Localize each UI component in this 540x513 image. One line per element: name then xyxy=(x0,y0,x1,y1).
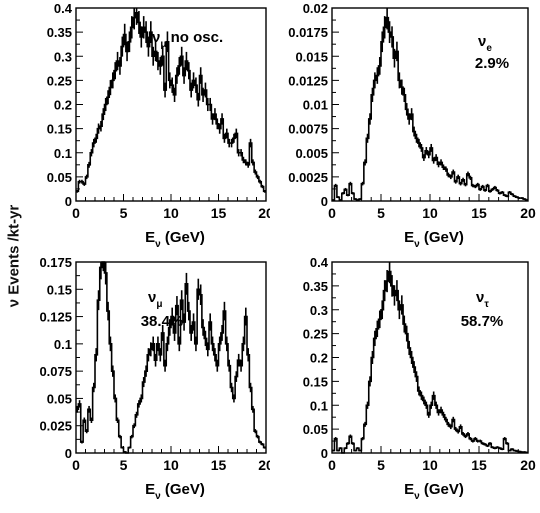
y-tick-label: 0.3 xyxy=(310,303,328,318)
flavor-symbol: ν xyxy=(476,289,484,306)
y-tick-label: 0.0125 xyxy=(288,73,328,88)
y-tick-label: 0.175 xyxy=(39,256,72,270)
histogram-panel-3: 0 5 10 15 20 0 0.025 0.05 0.075 0.1 0.125 0.15 0.175… xyxy=(39,256,270,502)
y-tick-label: 0.1 xyxy=(54,337,72,352)
y-tick-label: 0.05 xyxy=(303,422,328,437)
flavor-label: νμ xyxy=(148,289,162,310)
x-label-e: E xyxy=(404,481,414,498)
x-tick-label: 5 xyxy=(377,457,385,473)
y-tick-label: 0.1 xyxy=(310,398,328,413)
flavor-symbol: ν xyxy=(148,289,156,306)
oscillation-percent: 58.7% xyxy=(461,313,504,330)
flavor-subscript: τ xyxy=(484,299,489,310)
y-tick-label: 0.05 xyxy=(47,170,72,185)
y-tick-label: 0.025 xyxy=(39,419,72,434)
y-tick-label: 0.3 xyxy=(54,49,72,64)
y-tick-label: 0.0025 xyxy=(288,170,328,185)
y-tick-label: 0 xyxy=(65,194,72,209)
flavor-subscript: μ xyxy=(156,299,162,310)
x-tick-label: 0 xyxy=(72,457,80,473)
histogram-line xyxy=(332,16,528,201)
x-label-sub: ν xyxy=(414,239,420,250)
flavor-symbol: ν xyxy=(152,29,160,46)
plot-frame xyxy=(331,7,529,202)
x-tick-label: 15 xyxy=(211,457,227,473)
y-tick-label: 0.075 xyxy=(39,364,72,379)
x-tick-label: 5 xyxy=(377,205,385,221)
y-tick-label: 0.1 xyxy=(54,146,72,161)
oscillation-percent: 38.4% xyxy=(141,313,184,330)
y-tick-label: 0.02 xyxy=(303,1,328,16)
x-label-sub: ν xyxy=(414,491,420,502)
y-tick-label: 0.0075 xyxy=(288,122,328,137)
flavor-symbol: ν xyxy=(478,33,486,50)
y-tick-label: 0.2 xyxy=(54,98,72,113)
y-tick-label: 0 xyxy=(65,446,72,461)
flavor-label: ντ xyxy=(476,289,489,310)
y-tick-label: 0.015 xyxy=(295,49,328,64)
x-tick-label: 15 xyxy=(211,205,227,221)
y-tick-label: 0.0175 xyxy=(288,25,328,40)
x-tick-label: 0 xyxy=(328,205,336,221)
plot-frame xyxy=(75,261,267,454)
histogram-panel-2: 0 5 10 15 20 0 0.0025 0.005 0.0075 0.01 0.0125 0.01… xyxy=(288,1,536,250)
x-tick-label: 10 xyxy=(422,457,438,473)
x-tick-label: 20 xyxy=(258,457,270,473)
y-tick-label: 0.125 xyxy=(39,310,72,325)
x-label-e: E xyxy=(404,229,414,246)
x-axis-label: Eν (GeV) xyxy=(145,481,205,502)
x-axis-label: Eν (GeV) xyxy=(404,481,464,502)
x-tick-label: 5 xyxy=(120,205,128,221)
x-tick-label: 20 xyxy=(520,457,536,473)
y-tick-label: 0.15 xyxy=(47,122,72,137)
x-tick-label: 5 xyxy=(120,457,128,473)
y-tick-label: 0.4 xyxy=(54,1,73,16)
flavor-subscript: μ xyxy=(160,39,166,50)
x-label-unit: (GeV) xyxy=(161,229,205,246)
x-label-e: E xyxy=(145,229,155,246)
oscillation-percent: 2.9% xyxy=(475,55,509,72)
histogram-panel-1: 0 5 10 15 20 0 0.05 0.1 0.15 0.2 0.25 0.3 0.35 0.4 νμ … xyxy=(47,1,270,250)
y-tick-label: 0.35 xyxy=(47,25,72,40)
x-tick-label: 0 xyxy=(328,457,336,473)
x-axis-label: Eν (GeV) xyxy=(404,229,464,250)
x-label-sub: ν xyxy=(155,491,161,502)
flavor-subscript: e xyxy=(486,43,492,54)
x-label-unit: (GeV) xyxy=(420,229,464,246)
y-tick-label: 0.25 xyxy=(47,73,72,88)
y-tick-label: 0.15 xyxy=(47,282,72,297)
x-label-unit: (GeV) xyxy=(161,481,205,498)
histogram-line xyxy=(76,261,266,454)
y-tick-label: 0.01 xyxy=(303,98,328,113)
x-label-e: E xyxy=(145,481,155,498)
x-tick-label: 15 xyxy=(471,205,487,221)
y-tick-label: 0.4 xyxy=(310,256,329,270)
histogram-line xyxy=(332,270,528,454)
x-tick-label: 10 xyxy=(422,205,438,221)
x-label-sub: ν xyxy=(155,239,161,250)
y-tick-label: 0.15 xyxy=(303,374,328,389)
x-tick-label: 20 xyxy=(520,205,536,221)
flavor-suffix: no osc. xyxy=(166,29,223,46)
x-tick-label: 10 xyxy=(163,457,179,473)
y-tick-label: 0.05 xyxy=(47,391,72,406)
y-tick-label: 0.005 xyxy=(295,146,328,161)
y-tick-label: 0 xyxy=(321,446,328,461)
x-axis-label: Eν (GeV) xyxy=(145,229,205,250)
x-tick-label: 10 xyxy=(163,205,179,221)
histogram-panel-4: 0 5 10 15 2000.050.10.150.20.250.30.350.4ντ5… xyxy=(303,256,536,502)
y-tick-label: 0.35 xyxy=(303,279,328,294)
flavor-label: νμ no osc. xyxy=(152,29,223,50)
x-tick-label: 0 xyxy=(72,205,80,221)
y-tick-label: 0 xyxy=(321,194,328,209)
plot-frame xyxy=(331,261,529,454)
x-label-unit: (GeV) xyxy=(420,481,464,498)
y-tick-label: 0.2 xyxy=(310,351,328,366)
flavor-label: νe xyxy=(478,33,492,54)
x-tick-label: 15 xyxy=(471,457,487,473)
y-tick-label: 0.25 xyxy=(303,327,328,342)
x-tick-label: 20 xyxy=(258,205,270,221)
